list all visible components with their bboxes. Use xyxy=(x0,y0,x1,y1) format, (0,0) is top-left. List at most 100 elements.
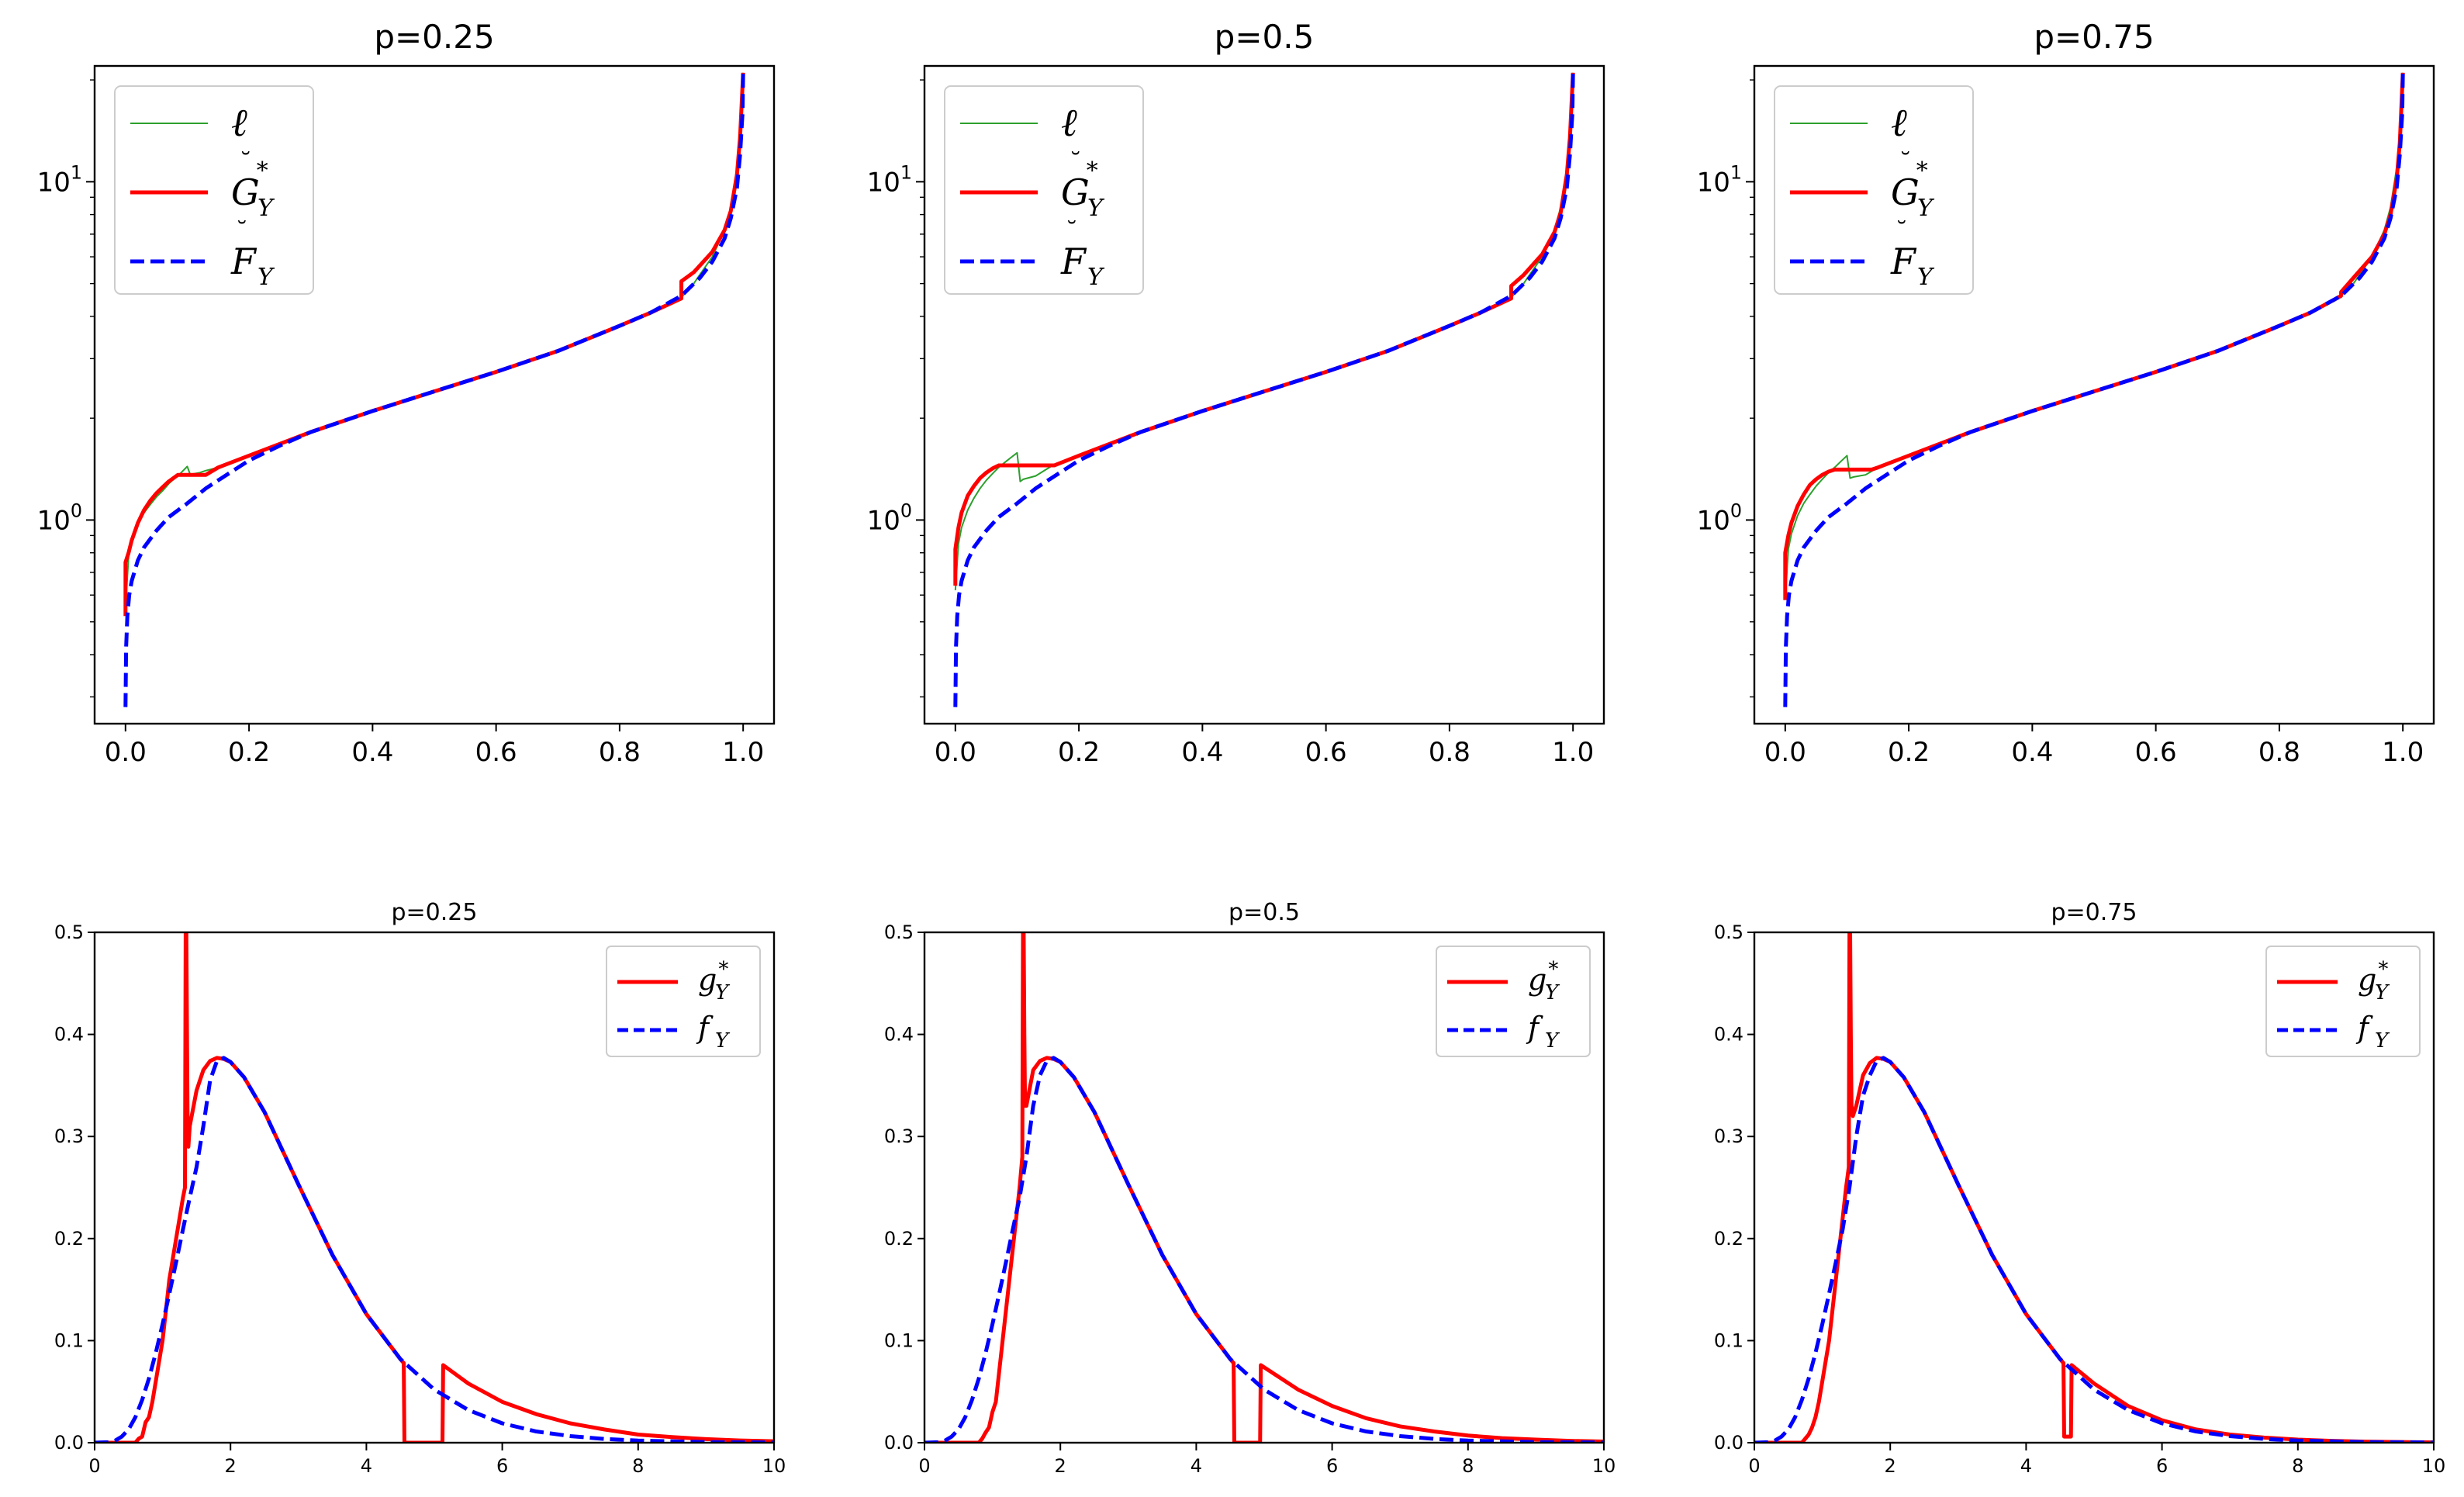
x-tick-label: 0.0 xyxy=(935,737,976,768)
plot-area xyxy=(1754,932,2434,1443)
legend-label: G˘ * Y xyxy=(1891,147,1935,222)
panel-title: p=0.25 xyxy=(392,899,478,926)
axes-frame xyxy=(923,931,1605,1444)
panel-title: p=0.25 xyxy=(374,18,494,56)
x-tick-label: 4 xyxy=(1191,1455,1202,1477)
x-tick-label: 0 xyxy=(88,1455,100,1477)
x-tick-label: 0.8 xyxy=(1429,737,1470,768)
x-tick-label: 0.0 xyxy=(105,737,147,768)
x-tick-label: 0 xyxy=(1748,1455,1760,1477)
y-tick-label: 0.0 xyxy=(54,1432,84,1454)
panel-d-0.75: p=0.75 0 2 4 6 8 10 0.0 0.1 0.2 0.3 0.4 0.5 g* Yf Y xyxy=(1714,899,2445,1477)
panel-title: p=0.75 xyxy=(2051,899,2137,926)
legend: g* Yf Y xyxy=(606,946,761,1057)
axes-frame xyxy=(923,64,1605,725)
y-tick-label: 101 xyxy=(37,161,82,198)
y-tick-label: 0.3 xyxy=(884,1125,914,1147)
y-tick-label: 0.2 xyxy=(54,1228,84,1250)
legend-label: F˘Y xyxy=(230,216,275,291)
series-line-G xyxy=(924,932,1604,1443)
x-tick-label: 2 xyxy=(225,1455,237,1477)
series-line-G xyxy=(1754,932,2434,1443)
x-tick-label: 6 xyxy=(496,1455,508,1477)
axes-frame xyxy=(1753,64,2435,725)
legend: g* Yf Y xyxy=(1436,946,1591,1057)
series-line-F xyxy=(123,72,745,707)
legend-label: G˘ * Y xyxy=(231,147,275,222)
y-tick-label: 0.0 xyxy=(884,1432,914,1454)
x-tick-label: 2 xyxy=(1055,1455,1066,1477)
y-tick-label: 0.4 xyxy=(54,1024,84,1046)
x-tick-label: 0.2 xyxy=(1058,737,1100,768)
x-tick-label: 8 xyxy=(1462,1455,1474,1477)
legend: ℓG˘ * YF˘Y xyxy=(944,85,1144,295)
y-tick-label: 101 xyxy=(1697,161,1742,198)
x-tick-label: 8 xyxy=(632,1455,644,1477)
plot-area xyxy=(1783,72,2405,707)
y-tick-label: 0.5 xyxy=(54,921,84,943)
y-tick-label: 0.1 xyxy=(884,1329,914,1351)
legend-label: ℓ xyxy=(231,100,247,145)
x-tick-label: 6 xyxy=(1326,1455,1338,1477)
legend-box xyxy=(2265,946,2421,1057)
x-tick-label: 0.2 xyxy=(228,737,270,768)
x-tick-label: 0 xyxy=(918,1455,930,1477)
x-tick-label: 0.6 xyxy=(1305,737,1347,768)
x-tick-label: 0.8 xyxy=(2258,737,2300,768)
legend-box xyxy=(944,85,1144,295)
series-line-F xyxy=(1783,72,2405,707)
y-tick-label: 0.4 xyxy=(1714,1024,1743,1046)
x-tick-label: 0.8 xyxy=(599,737,641,768)
x-tick-label: 4 xyxy=(2020,1455,2032,1477)
x-tick-label: 1.0 xyxy=(1552,737,1594,768)
y-tick-label: 0.1 xyxy=(54,1329,84,1351)
y-tick-label: 100 xyxy=(867,500,912,536)
legend-box xyxy=(1436,946,1591,1057)
legend: g* Yf Y xyxy=(2265,946,2421,1057)
x-tick-label: 1.0 xyxy=(2382,737,2424,768)
x-tick-label: 0.6 xyxy=(2135,737,2177,768)
series-line-G xyxy=(95,932,774,1443)
legend-label: ℓ xyxy=(1891,100,1907,145)
series-line-F xyxy=(924,1056,1604,1443)
x-tick-label: 10 xyxy=(2422,1455,2446,1477)
series-line-G xyxy=(1783,72,2405,600)
y-tick-label: 0.5 xyxy=(884,921,914,943)
x-tick-label: 0.2 xyxy=(1888,737,1930,768)
legend: ℓG˘ * YF˘Y xyxy=(1774,85,1974,295)
legend-label: ℓ xyxy=(1061,100,1077,145)
legend-label: g* Y xyxy=(698,958,731,1004)
y-tick-label: 0.1 xyxy=(1714,1329,1743,1351)
plot-area xyxy=(95,932,774,1443)
panel-d-0.5: p=0.5 0 2 4 6 8 10 0.0 0.1 0.2 0.3 0.4 0.5 g* Yf Y xyxy=(884,899,1616,1477)
legend-box xyxy=(606,946,761,1057)
panel-title: p=0.75 xyxy=(2034,18,2154,56)
series-line-F xyxy=(953,72,1575,707)
series-line-F xyxy=(1754,1056,2434,1443)
legend-box xyxy=(1774,85,1974,295)
plot-area xyxy=(123,72,745,707)
y-tick-label: 0.3 xyxy=(54,1125,84,1147)
y-tick-label: 0.5 xyxy=(1714,921,1743,943)
x-tick-label: 0.0 xyxy=(1764,737,1806,768)
x-tick-label: 10 xyxy=(762,1455,786,1477)
legend-label: g* Y xyxy=(2358,958,2390,1004)
panel-q-0.5: p=0.5 0.0 0.2 0.4 0.6 0.8 1.0 100 101 ℓG˘ * YF˘Y xyxy=(867,18,1605,768)
x-tick-label: 0.4 xyxy=(1181,737,1223,768)
x-tick-label: 2 xyxy=(1885,1455,1896,1477)
legend: ℓG˘ * YF˘Y xyxy=(114,85,314,295)
legend-label: F˘Y xyxy=(1890,216,1935,291)
x-tick-label: 1.0 xyxy=(722,737,764,768)
x-tick-label: 4 xyxy=(361,1455,372,1477)
y-tick-label: 100 xyxy=(37,500,82,536)
y-tick-label: 0.0 xyxy=(1714,1432,1743,1454)
y-tick-label: 0.3 xyxy=(1714,1125,1743,1147)
panel-q-0.75: p=0.75 0.0 0.2 0.4 0.6 0.8 1.0 100 101 ℓG˘ * YF˘Y xyxy=(1697,18,2435,768)
x-tick-label: 8 xyxy=(2292,1455,2303,1477)
panel-d-0.25: p=0.25 0 2 4 6 8 10 0.0 0.1 0.2 0.3 0.4 0.5 g* Yf Y xyxy=(54,899,786,1477)
x-tick-label: 10 xyxy=(1592,1455,1616,1477)
y-tick-label: 100 xyxy=(1697,500,1742,536)
y-tick-label: 0.2 xyxy=(1714,1228,1743,1250)
legend-box xyxy=(114,85,314,295)
legend-label: G˘ * Y xyxy=(1061,147,1105,222)
